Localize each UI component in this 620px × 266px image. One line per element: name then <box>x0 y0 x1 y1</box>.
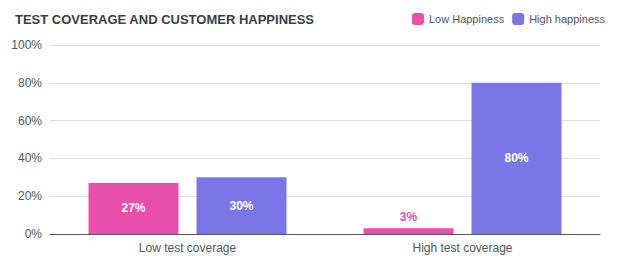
svg-text:Low Happiness: Low Happiness <box>429 13 505 25</box>
svg-text:60%: 60% <box>18 114 42 128</box>
svg-text:High happiness: High happiness <box>529 13 605 25</box>
svg-text:80%: 80% <box>18 76 42 90</box>
svg-text:30%: 30% <box>229 199 253 213</box>
svg-text:40%: 40% <box>18 151 42 165</box>
svg-text:27%: 27% <box>121 201 145 215</box>
svg-text:3%: 3% <box>400 210 418 224</box>
svg-text:20%: 20% <box>18 189 42 203</box>
svg-text:Low test coverage: Low test coverage <box>139 241 237 255</box>
svg-text:80%: 80% <box>504 151 528 165</box>
svg-text:100%: 100% <box>11 38 42 52</box>
svg-text:0%: 0% <box>25 227 43 241</box>
svg-text:TEST COVERAGE AND CUSTOMER HAP: TEST COVERAGE AND CUSTOMER HAPPINESS <box>15 12 314 27</box>
svg-text:High test coverage: High test coverage <box>412 241 512 255</box>
